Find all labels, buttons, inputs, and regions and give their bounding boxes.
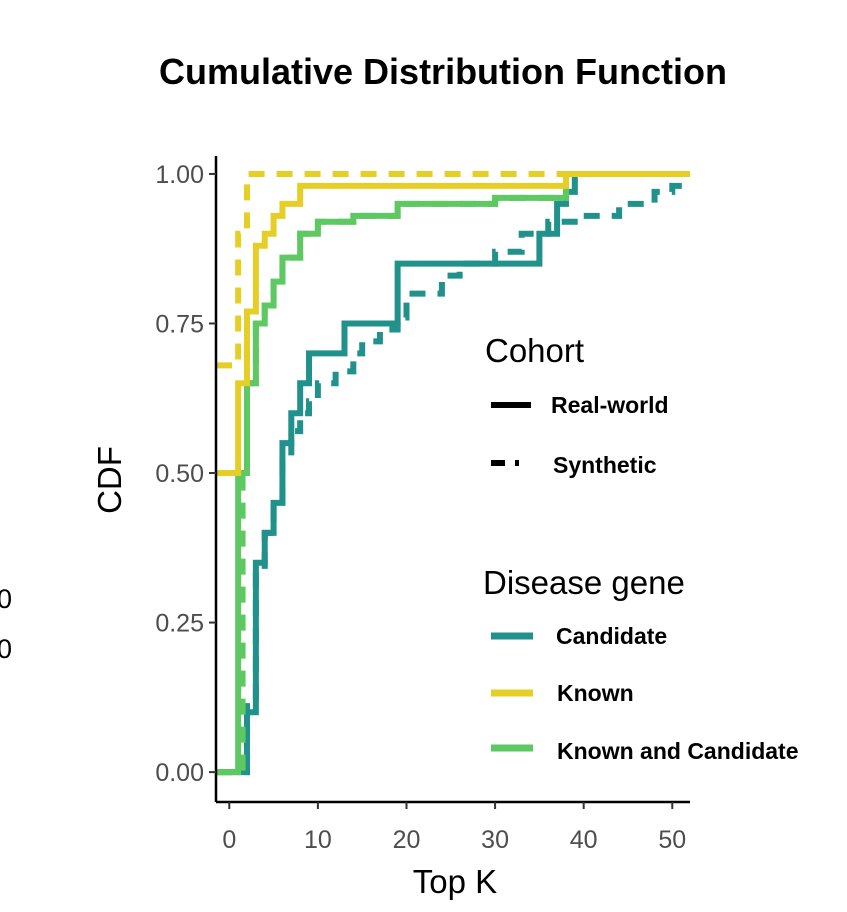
legend-item-synthetic: Synthetic — [553, 452, 657, 478]
x-tick-label: 40 — [570, 826, 598, 854]
series-line-known-synthetic — [216, 170, 690, 369]
cropped-label-fragment: 0 — [0, 584, 12, 614]
series-line-known-real-world — [216, 170, 690, 477]
x-axis-title: Top K — [413, 863, 497, 900]
y-axis-ticks: 0.00 0.25 0.50 0.75 1.00 — [155, 161, 216, 787]
legend-disease-gene: Disease gene Candidate Known Known and C… — [483, 564, 799, 764]
y-tick-label: 0.25 — [155, 610, 204, 638]
x-axis-ticks: 0 10 20 30 40 50 — [222, 802, 686, 854]
legend-item-real-world: Real-world — [551, 392, 669, 418]
legend-item-known-and-candidate: Known and Candidate — [557, 738, 799, 764]
series-line-candidate-real-world — [216, 170, 690, 776]
cropped-label-fragment: 0 — [0, 634, 12, 664]
x-tick-label: 10 — [304, 826, 332, 854]
legend-item-candidate: Candidate — [556, 623, 667, 649]
legend-cohort-title: Cohort — [485, 332, 584, 369]
chart-title: Cumulative Distribution Function — [159, 51, 727, 92]
legend-cohort: Cohort Real-world Synthetic — [485, 332, 669, 478]
y-tick-label: 0.50 — [155, 460, 204, 488]
y-tick-label: 0.00 — [155, 759, 204, 787]
x-tick-label: 0 — [222, 826, 236, 854]
series-layer — [216, 170, 690, 776]
series-line-known-and-candidate-real-world — [216, 170, 690, 776]
x-tick-label: 50 — [658, 826, 686, 854]
y-axis-title: CDF — [91, 446, 128, 514]
y-tick-label: 0.75 — [155, 310, 204, 338]
x-tick-label: 30 — [481, 826, 509, 854]
legend-item-known: Known — [557, 680, 634, 706]
series-line-candidate-synthetic — [216, 182, 690, 776]
x-tick-label: 20 — [393, 826, 421, 854]
y-tick-label: 1.00 — [155, 161, 204, 189]
legend-disease-gene-title: Disease gene — [483, 564, 685, 601]
